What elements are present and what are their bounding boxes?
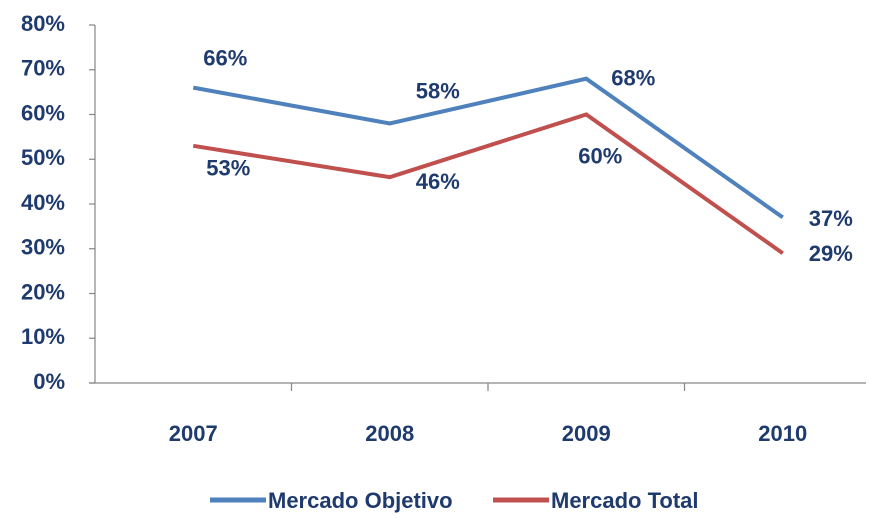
- y-tick-label: 50%: [21, 145, 65, 170]
- data-label: 58%: [416, 78, 460, 103]
- x-tick-label: 2010: [758, 421, 807, 446]
- data-label: 66%: [203, 45, 247, 70]
- y-tick-label: 0%: [33, 369, 65, 394]
- data-label: 46%: [416, 169, 460, 194]
- y-tick-label: 40%: [21, 190, 65, 215]
- series-line: [192, 112, 784, 255]
- data-label: 37%: [809, 206, 853, 231]
- series-line: [192, 76, 784, 220]
- data-label: 29%: [809, 241, 853, 266]
- legend-label: Mercado Total: [551, 488, 699, 513]
- y-tick-label: 80%: [21, 11, 65, 36]
- x-tick-label: 2008: [365, 421, 414, 446]
- x-tick-label: 2009: [562, 421, 611, 446]
- data-label: 53%: [206, 156, 250, 181]
- x-tick-label: 2007: [169, 421, 218, 446]
- y-tick-label: 20%: [21, 279, 65, 304]
- y-tick-label: 10%: [21, 324, 65, 349]
- data-label: 68%: [611, 66, 655, 91]
- y-tick-label: 30%: [21, 235, 65, 260]
- y-tick-label: 60%: [21, 100, 65, 125]
- data-label: 60%: [578, 143, 622, 168]
- legend-label: Mercado Objetivo: [268, 488, 453, 513]
- y-tick-label: 70%: [21, 56, 65, 81]
